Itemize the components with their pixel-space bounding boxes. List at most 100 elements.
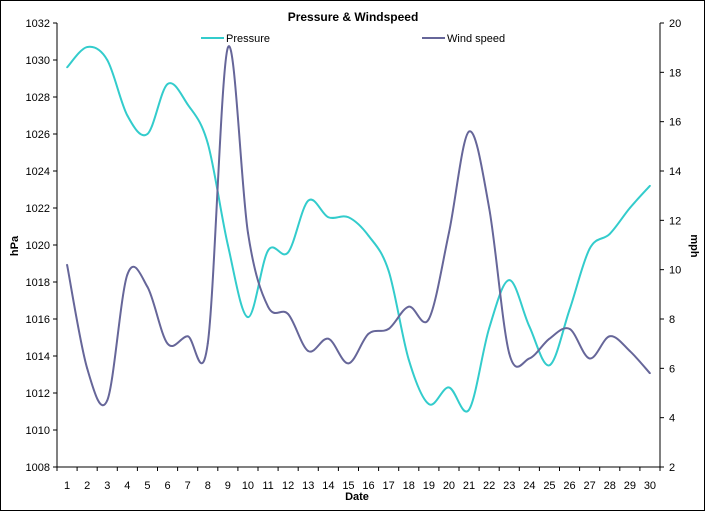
data-point-pressure (106, 59, 109, 61)
x-tick-label: 13 (302, 480, 314, 492)
x-tick-label: 6 (164, 480, 170, 492)
data-point-pressure (387, 270, 390, 272)
data-point-wind-speed (66, 263, 68, 266)
data-point-pressure (628, 207, 631, 209)
data-point-wind-speed (126, 273, 129, 276)
data-point-pressure (226, 244, 229, 246)
data-point-wind-speed (407, 305, 410, 308)
legend-label-pressure: Pressure (226, 33, 270, 45)
x-tick-label: 9 (225, 480, 231, 492)
data-point-pressure (548, 364, 551, 367)
x-tick-label: 14 (322, 480, 334, 492)
y-axis-right-ticks: 2 4 6 8 10 12 14 16 18 20 (660, 18, 681, 474)
data-point-wind-speed (427, 318, 430, 320)
y-left-tick-label: 1016 (26, 314, 50, 326)
y-axis-right-label: mph (688, 234, 700, 258)
y-left-tick-label: 1030 (26, 55, 50, 67)
x-tick-label: 1 (64, 480, 70, 492)
x-tick-label: 23 (503, 480, 515, 492)
data-point-wind-speed (649, 372, 651, 375)
x-axis-ticks: 1 2 3 4 5 6 7 8 9 10 11 12 13 14 15 16 17 18 19 20 21 22 23 24 2… (56, 467, 661, 492)
y-right-tick-label: 8 (669, 314, 675, 326)
data-point-wind-speed (186, 335, 189, 338)
data-point-wind-speed (206, 342, 209, 345)
data-point-pressure (488, 327, 491, 330)
y-left-tick-label: 1020 (26, 240, 50, 252)
y-right-tick-label: 10 (669, 265, 681, 277)
y-axis-left-label: hPa (9, 235, 21, 256)
data-point-pressure (528, 325, 531, 328)
series-line-pressure (66, 45, 651, 413)
data-point-pressure (508, 279, 511, 282)
data-point-wind-speed (448, 231, 450, 234)
y-left-tick-label: 1008 (26, 462, 50, 474)
x-tick-label: 21 (463, 480, 475, 492)
x-tick-label: 19 (423, 480, 435, 492)
data-point-pressure (448, 386, 450, 389)
y-right-tick-label: 2 (669, 462, 675, 474)
y-right-tick-label: 18 (669, 67, 681, 79)
data-point-pressure (307, 199, 310, 202)
y-right-tick-label: 4 (669, 413, 675, 425)
x-tick-label: 25 (543, 480, 555, 492)
data-point-pressure (166, 83, 169, 85)
data-point-wind-speed (146, 286, 149, 288)
y-left-tick-label: 1022 (26, 203, 50, 215)
data-point-pressure (608, 233, 611, 235)
x-tick-label: 17 (383, 480, 395, 492)
x-tick-label: 12 (282, 480, 294, 492)
x-tick-label: 24 (523, 480, 535, 492)
x-tick-label: 30 (644, 480, 656, 492)
data-point-pressure (126, 114, 129, 117)
series-layer (66, 45, 651, 413)
y-right-tick-label: 6 (669, 363, 675, 375)
x-tick-label: 11 (262, 480, 273, 492)
x-tick-label: 22 (483, 480, 495, 492)
data-point-wind-speed (327, 337, 330, 340)
data-point-wind-speed (468, 130, 470, 133)
y-left-tick-label: 1010 (26, 425, 50, 437)
data-point-pressure (146, 133, 149, 135)
x-tick-label: 28 (604, 480, 616, 492)
chart-title: Pressure & Windspeed (288, 10, 419, 24)
data-point-wind-speed (247, 231, 249, 234)
data-point-pressure (66, 66, 68, 69)
data-point-pressure (468, 408, 470, 411)
y-left-tick-label: 1028 (26, 92, 50, 104)
y-right-tick-label: 14 (669, 166, 681, 178)
data-point-pressure (86, 46, 89, 48)
data-point-wind-speed (367, 332, 370, 335)
y-left-tick-label: 1026 (26, 129, 50, 141)
x-tick-label: 15 (342, 480, 354, 492)
x-tick-label: 26 (563, 480, 575, 492)
data-point-pressure (287, 251, 290, 254)
data-point-wind-speed (106, 399, 109, 402)
x-tick-label: 18 (403, 480, 415, 492)
x-tick-label: 20 (443, 480, 455, 492)
data-point-wind-speed (608, 335, 611, 338)
y-right-tick-label: 12 (669, 215, 681, 227)
data-point-pressure (327, 216, 330, 219)
y-left-tick-label: 1014 (26, 351, 50, 363)
x-tick-label: 16 (362, 480, 374, 492)
data-point-wind-speed (226, 46, 229, 49)
y-left-tick-label: 1024 (26, 166, 50, 178)
x-tick-label: 29 (624, 480, 636, 492)
series-line-wind-speed (66, 45, 651, 407)
data-point-pressure (407, 358, 410, 361)
data-point-wind-speed (488, 207, 491, 209)
legend: Pressure Wind speed (201, 33, 505, 45)
data-point-pressure (427, 403, 430, 405)
data-point-pressure (367, 234, 370, 237)
data-point-pressure (186, 103, 189, 106)
data-point-pressure (649, 184, 651, 187)
data-point-pressure (568, 308, 571, 311)
data-point-pressure (347, 216, 350, 219)
data-point-wind-speed (568, 327, 571, 330)
y-left-tick-label: 1032 (26, 18, 50, 30)
x-tick-label: 8 (205, 480, 211, 492)
data-point-wind-speed (267, 305, 269, 308)
data-point-pressure (267, 249, 269, 252)
